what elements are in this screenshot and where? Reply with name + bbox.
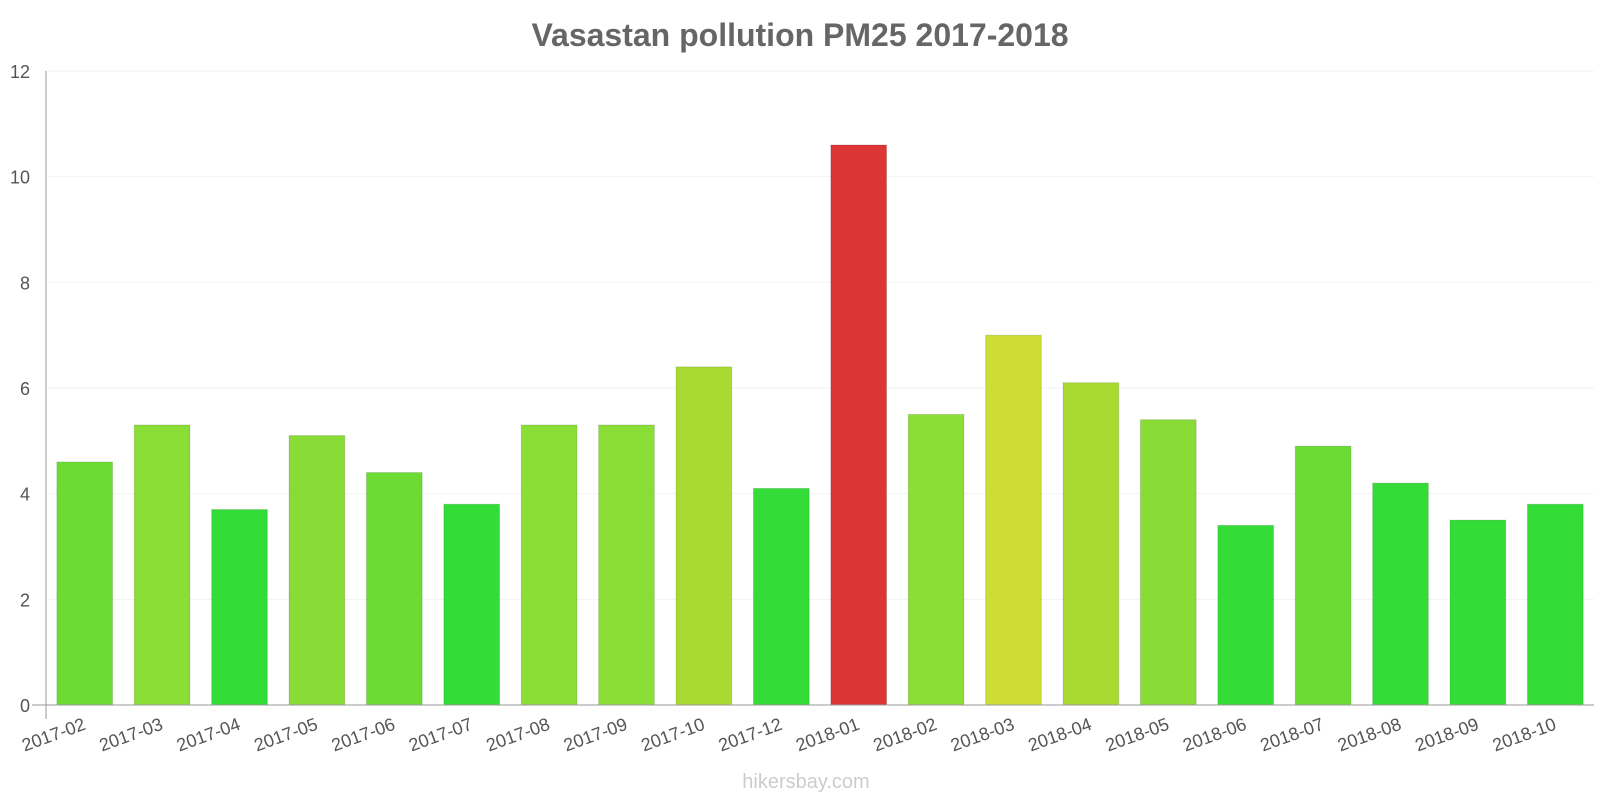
bars (56, 144, 1584, 706)
bar-2017-09[interactable] (598, 424, 655, 706)
bar-2017-04[interactable] (211, 509, 268, 706)
x-tick-label: 2017-04 (174, 714, 243, 755)
bar-2017-08[interactable] (520, 424, 578, 706)
x-tick-label: 2017-07 (406, 714, 475, 755)
bar-2017-12[interactable] (752, 487, 810, 706)
bar-2017-03[interactable] (133, 424, 191, 706)
x-tick-label: 2018-08 (1335, 714, 1404, 755)
y-axis-ticks: 0 2 4 6 8 10 12 (10, 62, 30, 716)
x-tick-label: 2018-10 (1490, 714, 1559, 755)
x-tick-label: 2017-06 (329, 714, 398, 755)
y-tick-label: 4 (20, 485, 30, 505)
x-tick-label: 2018-05 (1103, 714, 1172, 755)
bar-2018-07[interactable] (1294, 445, 1352, 706)
y-tick-label: 0 (20, 696, 30, 716)
bar-2018-09[interactable] (1449, 519, 1507, 706)
bar-2018-03[interactable] (985, 334, 1042, 706)
y-tick-label: 2 (20, 590, 30, 610)
bar-2018-04[interactable] (1062, 382, 1120, 706)
bar-2018-10[interactable] (1526, 503, 1584, 706)
x-tick-label: 2017-10 (638, 714, 707, 755)
x-tick-label: 2018-03 (948, 714, 1017, 755)
x-tick-label: 2018-01 (793, 714, 862, 755)
x-tick-label: 2017-05 (251, 714, 320, 755)
chart-title: Vasastan pollution PM25 2017-2018 (531, 17, 1068, 53)
x-tick-label: 2018-07 (1258, 714, 1327, 755)
bar-2018-08[interactable] (1372, 482, 1429, 706)
bar-2017-06[interactable] (365, 472, 423, 706)
watermark: hikersbay.com (742, 771, 869, 793)
x-tick-label: 2017-03 (97, 714, 166, 755)
x-tick-label: 2018-02 (871, 714, 940, 755)
x-tick-label: 2017-09 (561, 714, 630, 755)
axes (32, 71, 1594, 719)
bar-2017-05[interactable] (288, 435, 346, 706)
x-tick-label: 2018-04 (1025, 714, 1094, 755)
bar-2017-07[interactable] (443, 503, 501, 706)
x-tick-label: 2018-09 (1412, 714, 1481, 755)
x-tick-label: 2017-12 (716, 714, 785, 755)
x-tick-label: 2017-08 (484, 714, 553, 755)
x-axis-ticks: 2017-02 2017-03 2017-04 2017-05 2017-06 2017-… (19, 714, 1559, 755)
bar-2018-01[interactable] (830, 144, 888, 706)
bar-2018-02[interactable] (907, 413, 965, 706)
x-tick-label: 2017-02 (19, 714, 88, 755)
y-tick-label: 6 (20, 379, 30, 399)
bar-2018-05[interactable] (1139, 419, 1197, 706)
gridlines (46, 70, 1594, 600)
bar-2017-10[interactable] (675, 366, 733, 706)
y-tick-label: 10 (10, 168, 30, 188)
bar-2018-06[interactable] (1217, 524, 1275, 706)
x-tick-label: 2018-06 (1180, 714, 1249, 755)
y-tick-label: 12 (10, 62, 30, 82)
bar-2017-02[interactable] (56, 461, 114, 706)
y-tick-label: 8 (20, 273, 30, 293)
